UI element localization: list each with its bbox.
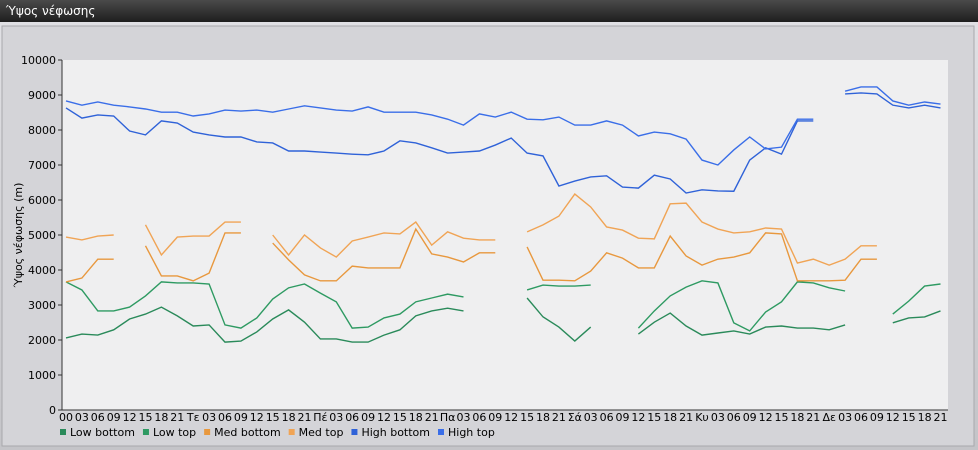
x-tick-label: 21	[806, 411, 820, 424]
x-tick-label: 15	[775, 411, 789, 424]
x-tick-label: 21	[552, 411, 566, 424]
y-tick-label: 8000	[28, 124, 56, 137]
x-tick-label: 09	[488, 411, 502, 424]
x-tick-label: 15	[647, 411, 661, 424]
x-tick-label: Δε	[822, 411, 836, 424]
x-tick-label: 06	[854, 411, 868, 424]
x-tick-label: 12	[631, 411, 645, 424]
y-tick-label: 3000	[28, 299, 56, 312]
x-tick-label: 18	[790, 411, 804, 424]
x-tick-label: 03	[838, 411, 852, 424]
x-tick-label: 18	[918, 411, 932, 424]
x-tick-label: 21	[298, 411, 312, 424]
series-line	[65, 297, 941, 343]
x-tick-label: 15	[266, 411, 280, 424]
series-line	[65, 280, 941, 332]
x-tick-label: 09	[616, 411, 630, 424]
x-tick-label: 12	[123, 411, 137, 424]
legend-swatch	[142, 429, 149, 435]
legend-swatch	[438, 429, 444, 435]
legend-label: Low bottom	[70, 426, 135, 439]
x-tick-label: 18	[536, 411, 550, 424]
legend-label: High top	[448, 426, 495, 439]
x-tick-label: 12	[250, 411, 264, 424]
x-tick-label: Πέ	[313, 411, 327, 424]
series-line	[65, 92, 941, 194]
y-axis-label: Ύψος νέφωσης (m)	[12, 183, 25, 289]
y-tick-label: 7000	[28, 159, 56, 172]
y-tick-label: 4000	[28, 264, 56, 277]
x-tick-label: 09	[743, 411, 757, 424]
x-tick-label: Σά	[568, 411, 582, 424]
title-bar: Ύψος νέφωσης	[0, 0, 978, 22]
y-tick-label: 1000	[28, 369, 56, 382]
x-tick-label: 18	[154, 411, 168, 424]
x-tick-label: 12	[377, 411, 391, 424]
x-tick-label: 06	[600, 411, 614, 424]
legend-label: Med top	[299, 426, 344, 439]
x-tick-label: 21	[425, 411, 439, 424]
y-tick-label: 5000	[28, 229, 56, 242]
x-tick-label: 18	[409, 411, 423, 424]
x-tick-label: 00	[59, 411, 73, 424]
x-tick-label: 12	[504, 411, 518, 424]
x-tick-label: 06	[218, 411, 232, 424]
y-tick-label: 9000	[28, 89, 56, 102]
x-tick-label: 15	[902, 411, 916, 424]
legend-swatch	[351, 429, 358, 435]
x-tick-label: 15	[520, 411, 534, 424]
legend-swatch	[204, 429, 211, 435]
x-tick-label: 12	[759, 411, 773, 424]
x-tick-label: 21	[679, 411, 693, 424]
x-tick-label: 03	[457, 411, 471, 424]
x-tick-label: 09	[361, 411, 375, 424]
x-tick-label: 15	[393, 411, 407, 424]
x-tick-label: 03	[75, 411, 89, 424]
legend-label: Low top	[153, 426, 196, 439]
legend-swatch	[288, 429, 295, 435]
x-tick-label: 06	[345, 411, 359, 424]
x-tick-label: 06	[727, 411, 741, 424]
x-tick-label: 03	[711, 411, 725, 424]
x-tick-label: 12	[886, 411, 900, 424]
y-tick-label: 6000	[28, 194, 56, 207]
legend-label: High bottom	[361, 426, 430, 439]
x-tick-label: 09	[234, 411, 248, 424]
legend-label: Med bottom	[214, 426, 281, 439]
x-tick-label: 21	[934, 411, 948, 424]
chart: Ύψος νέφωσης (m) 0 1000 2000 3000 4000 5000 60…	[1, 25, 975, 447]
x-tick-label: 03	[329, 411, 343, 424]
series-line	[65, 193, 877, 266]
legend-swatch	[60, 429, 66, 435]
x-tick-label: 18	[282, 411, 296, 424]
x-tick-label: 06	[91, 411, 105, 424]
x-tick-label: Πα	[440, 411, 456, 424]
x-tick-label: 06	[472, 411, 486, 424]
x-tick-label: Τε	[186, 411, 200, 424]
x-tick-label: Κυ	[695, 411, 709, 424]
x-tick-label: 15	[139, 411, 153, 424]
y-tick-label: 0	[49, 404, 56, 417]
x-tick-label: 09	[870, 411, 884, 424]
series-line	[65, 86, 941, 166]
x-tick-label: 21	[170, 411, 184, 424]
x-tick-label: 18	[663, 411, 677, 424]
series-line	[65, 227, 877, 283]
x-tick-label: 03	[202, 411, 216, 424]
y-tick-label: 2000	[28, 334, 56, 347]
plot-area	[62, 60, 948, 410]
x-tick-label: 03	[584, 411, 598, 424]
x-tick-label: 09	[107, 411, 121, 424]
y-tick-label: 10000	[21, 54, 56, 67]
